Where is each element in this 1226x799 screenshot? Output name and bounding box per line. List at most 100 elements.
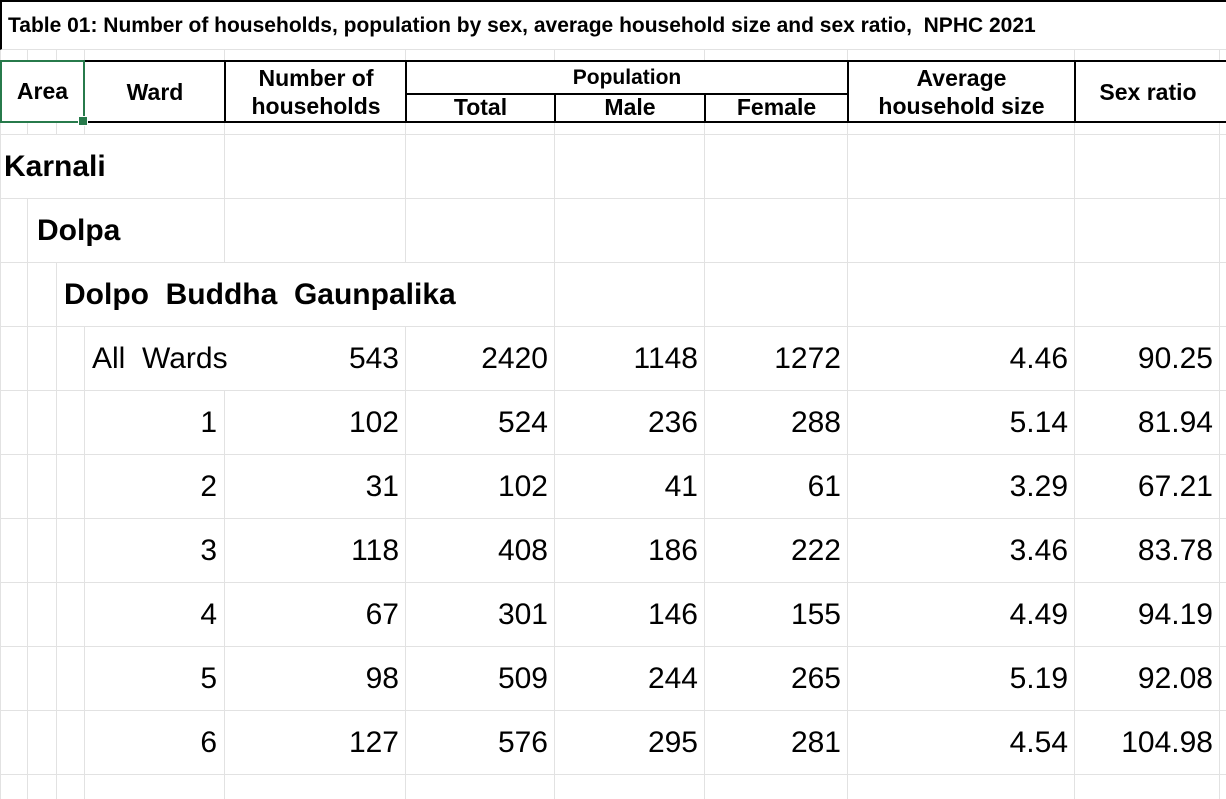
empty-cell[interactable]: [28, 50, 57, 60]
empty-cell[interactable]: [406, 50, 555, 60]
empty-cell[interactable]: [406, 775, 555, 799]
total-cell[interactable]: 509: [406, 647, 555, 710]
male-cell[interactable]: 236: [555, 391, 705, 454]
households-cell[interactable]: 31: [225, 455, 406, 518]
avg-size-header-cell[interactable]: Average household size: [849, 62, 1074, 121]
empty-cell[interactable]: [848, 263, 1075, 326]
households-cell[interactable]: 127: [225, 711, 406, 774]
empty-cell[interactable]: [406, 199, 555, 262]
ward-cell[interactable]: All Wards: [92, 341, 228, 375]
female-cell[interactable]: 1272: [705, 327, 848, 390]
empty-cell[interactable]: [555, 135, 705, 198]
empty-cell[interactable]: [1220, 519, 1226, 582]
empty-cell[interactable]: [28, 647, 57, 710]
ward-cell[interactable]: 5: [85, 647, 225, 710]
avg-size-cell[interactable]: 5.19: [848, 647, 1075, 710]
empty-cell[interactable]: [225, 775, 406, 799]
title-row[interactable]: Table 01: Number of households, populati…: [0, 0, 1226, 50]
female-header-cell[interactable]: Female: [706, 93, 847, 121]
empty-cell[interactable]: [0, 647, 28, 710]
households-cell[interactable]: 543: [225, 327, 406, 390]
empty-cell[interactable]: [57, 711, 85, 774]
total-cell[interactable]: 408: [406, 519, 555, 582]
empty-cell[interactable]: [705, 50, 848, 60]
empty-cell[interactable]: [57, 583, 85, 646]
empty-cell[interactable]: [0, 519, 28, 582]
empty-cell[interactable]: [0, 775, 28, 799]
empty-cell[interactable]: [1220, 327, 1226, 390]
empty-cell[interactable]: [1220, 263, 1226, 326]
female-cell[interactable]: 155: [705, 583, 848, 646]
households-cell[interactable]: 98: [225, 647, 406, 710]
empty-cell[interactable]: [1220, 199, 1226, 262]
empty-cell[interactable]: [1220, 647, 1226, 710]
ward-cell[interactable]: 6: [85, 711, 225, 774]
female-cell[interactable]: 265: [705, 647, 848, 710]
sex-ratio-cell[interactable]: 81.94: [1075, 391, 1220, 454]
empty-cell[interactable]: [1220, 455, 1226, 518]
empty-cell[interactable]: [705, 199, 848, 262]
female-cell[interactable]: 288: [705, 391, 848, 454]
empty-cell[interactable]: [555, 123, 705, 134]
sex-ratio-header-cell[interactable]: Sex ratio: [1076, 62, 1220, 121]
empty-cell[interactable]: [848, 775, 1075, 799]
empty-cell[interactable]: [28, 455, 57, 518]
total-cell[interactable]: 301: [406, 583, 555, 646]
empty-cell[interactable]: [0, 711, 28, 774]
empty-cell[interactable]: [0, 199, 28, 262]
empty-cell[interactable]: [57, 327, 85, 390]
empty-cell[interactable]: [1220, 775, 1226, 799]
empty-cell[interactable]: [1220, 135, 1226, 198]
empty-cell[interactable]: [1075, 775, 1220, 799]
empty-cell[interactable]: [225, 135, 406, 198]
empty-cell[interactable]: [1075, 263, 1220, 326]
ward-cell[interactable]: 3: [85, 519, 225, 582]
total-header-cell[interactable]: Total: [407, 93, 554, 121]
households-cell[interactable]: 118: [225, 519, 406, 582]
empty-cell[interactable]: [57, 391, 85, 454]
empty-cell[interactable]: [0, 263, 28, 326]
empty-cell[interactable]: [57, 775, 85, 799]
region-label-cell[interactable]: Karnali: [0, 135, 225, 198]
population-header-cell[interactable]: Population: [407, 62, 847, 93]
ward-cell[interactable]: 4: [85, 583, 225, 646]
total-cell[interactable]: 576: [406, 711, 555, 774]
sex-ratio-cell[interactable]: 90.25: [1075, 327, 1220, 390]
empty-cell[interactable]: [225, 123, 406, 134]
male-cell[interactable]: 146: [555, 583, 705, 646]
empty-cell[interactable]: [28, 123, 57, 134]
empty-cell[interactable]: [28, 519, 57, 582]
empty-cell[interactable]: [1075, 135, 1220, 198]
sex-ratio-cell[interactable]: 92.08: [1075, 647, 1220, 710]
empty-cell[interactable]: [406, 123, 555, 134]
avg-size-cell[interactable]: 3.46: [848, 519, 1075, 582]
households-cell[interactable]: 67: [225, 583, 406, 646]
area-header-cell[interactable]: Area: [0, 60, 88, 126]
empty-cell[interactable]: [555, 263, 705, 326]
avg-size-cell[interactable]: 4.49: [848, 583, 1075, 646]
empty-cell[interactable]: [28, 327, 57, 390]
empty-cell[interactable]: [0, 123, 28, 134]
sex-ratio-cell[interactable]: 83.78: [1075, 519, 1220, 582]
empty-cell[interactable]: [555, 50, 705, 60]
total-cell[interactable]: 2420: [406, 327, 555, 390]
empty-cell[interactable]: [555, 199, 705, 262]
empty-cell[interactable]: [1220, 711, 1226, 774]
female-cell[interactable]: 222: [705, 519, 848, 582]
empty-cell[interactable]: [28, 391, 57, 454]
empty-cell[interactable]: [705, 775, 848, 799]
empty-cell[interactable]: [57, 455, 85, 518]
region-label-cell[interactable]: Dolpo Buddha Gaunpalika: [57, 263, 555, 326]
avg-size-cell[interactable]: 4.54: [848, 711, 1075, 774]
empty-cell[interactable]: [0, 583, 28, 646]
empty-cell[interactable]: [57, 123, 85, 134]
sex-ratio-cell[interactable]: 94.19: [1075, 583, 1220, 646]
empty-cell[interactable]: [225, 199, 406, 262]
empty-cell[interactable]: [85, 50, 225, 60]
empty-cell[interactable]: [28, 263, 57, 326]
empty-cell[interactable]: [848, 199, 1075, 262]
empty-cell[interactable]: [705, 263, 848, 326]
empty-cell[interactable]: [1220, 391, 1226, 454]
male-cell[interactable]: 295: [555, 711, 705, 774]
avg-size-cell[interactable]: 3.29: [848, 455, 1075, 518]
